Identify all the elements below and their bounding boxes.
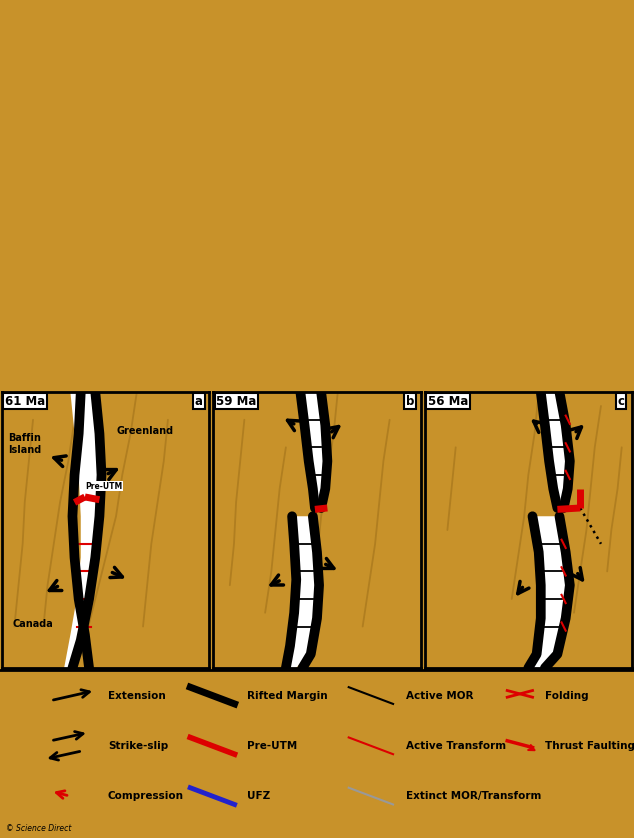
Text: Compression: Compression	[108, 791, 184, 801]
Text: f: f	[618, 675, 623, 688]
Text: Greenland: Greenland	[116, 426, 173, 436]
Text: Rifted Margin: Rifted Margin	[247, 691, 328, 701]
Text: Pre-UTM: Pre-UTM	[247, 741, 297, 751]
Polygon shape	[286, 516, 319, 668]
Text: 61 Ma: 61 Ma	[5, 395, 45, 407]
Text: Baffin
Island: Baffin Island	[8, 433, 41, 455]
Text: Strike-slip: Strike-slip	[108, 741, 168, 751]
Polygon shape	[533, 516, 570, 668]
Text: b: b	[406, 395, 415, 407]
Text: UFZ: UFZ	[321, 749, 337, 772]
Text: 33 Ma: 33 Ma	[428, 675, 468, 688]
Text: Folding: Folding	[545, 691, 589, 701]
Text: © Science Direct: © Science Direct	[6, 824, 72, 833]
Polygon shape	[296, 392, 327, 508]
Polygon shape	[539, 392, 570, 508]
Polygon shape	[462, 673, 595, 838]
Text: Active MOR: Active MOR	[406, 691, 473, 701]
Text: Active Transform: Active Transform	[406, 741, 506, 751]
Text: a: a	[195, 395, 203, 407]
Text: 56 Ma: 56 Ma	[428, 395, 468, 407]
Text: DSPM: DSPM	[101, 795, 129, 804]
Text: Extension: Extension	[108, 691, 165, 701]
Text: UFZ: UFZ	[247, 791, 271, 801]
Text: e: e	[406, 675, 414, 688]
Polygon shape	[250, 673, 363, 838]
Text: 59 Ma: 59 Ma	[216, 395, 257, 407]
Text: Extinct MOR/Transform: Extinct MOR/Transform	[406, 791, 541, 801]
Polygon shape	[75, 673, 108, 789]
Text: 48 Ma: 48 Ma	[216, 675, 257, 688]
Text: Pre-UTM: Pre-UTM	[85, 482, 122, 491]
Polygon shape	[64, 392, 101, 668]
Polygon shape	[10, 769, 143, 838]
Text: c: c	[618, 395, 624, 407]
Text: d: d	[195, 675, 204, 688]
Text: Thrust Faulting: Thrust Faulting	[545, 741, 634, 751]
Text: Canada: Canada	[12, 618, 53, 628]
Text: 56 Ma: 56 Ma	[5, 675, 46, 688]
